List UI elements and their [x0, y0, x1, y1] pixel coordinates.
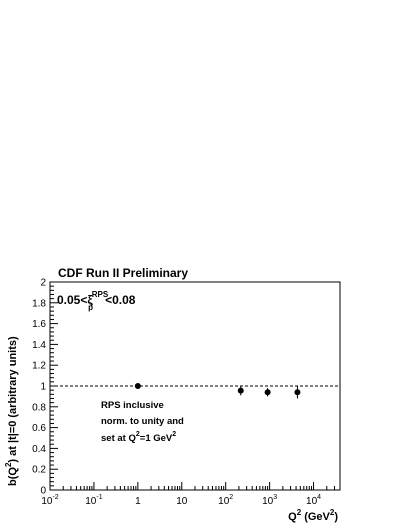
annotation-line-2: norm. to unity and [101, 416, 184, 427]
y-tick-label: 0.6 [32, 423, 46, 434]
data-marks [50, 383, 340, 399]
x-tick-label: 10-1 [85, 494, 102, 507]
cut-label-suffix: <0.08 [105, 293, 136, 307]
annotation-line-1: RPS inclusive [101, 400, 164, 411]
y-tick-label: 2 [40, 278, 46, 289]
y-tick-label: 0.2 [32, 465, 46, 476]
y-tick-label: 1.6 [32, 319, 46, 330]
y-axis-title: b(Q2) at |t|=0 (arbitrary units) [4, 336, 19, 486]
data-point [294, 389, 301, 396]
y-tick-label: 1.2 [32, 361, 46, 372]
y-tick-label: 0.4 [32, 444, 46, 455]
y-tick-label: 1.8 [32, 298, 46, 309]
x-axis-title: Q2 (GeV2) [288, 508, 338, 523]
data-point [237, 387, 244, 394]
x-tick-label: 10-2 [41, 494, 58, 507]
y-tick-label: 0.8 [32, 402, 46, 413]
chart-title: CDF Run II Preliminary [58, 266, 188, 280]
annotation-line-3: set at Q2=1 GeV2 [101, 431, 176, 444]
data-point [134, 383, 141, 389]
y-tick-label: 0 [40, 486, 46, 497]
x-tick-label: 1 [135, 496, 141, 507]
cut-label: 0.05<ξRPS p̄<0.08 [57, 290, 136, 312]
cut-label-sub: p̄ [88, 303, 93, 312]
y-tick-label: 1.4 [32, 340, 46, 351]
data-point [264, 389, 271, 396]
y-tick-label: 1 [40, 382, 46, 393]
x-tick-label: 102 [218, 494, 233, 507]
x-tick-label: 104 [306, 494, 321, 507]
x-tick-label: 103 [262, 494, 277, 507]
cut-label-sup: RPS [92, 290, 109, 299]
x-tick-label: 10 [176, 496, 188, 507]
axis-ticks: 0 0.2 0.4 0.6 0.8 1 1.2 1.4 1.6 1.8 2 10-2 10-1 1 10 10… [32, 278, 341, 507]
